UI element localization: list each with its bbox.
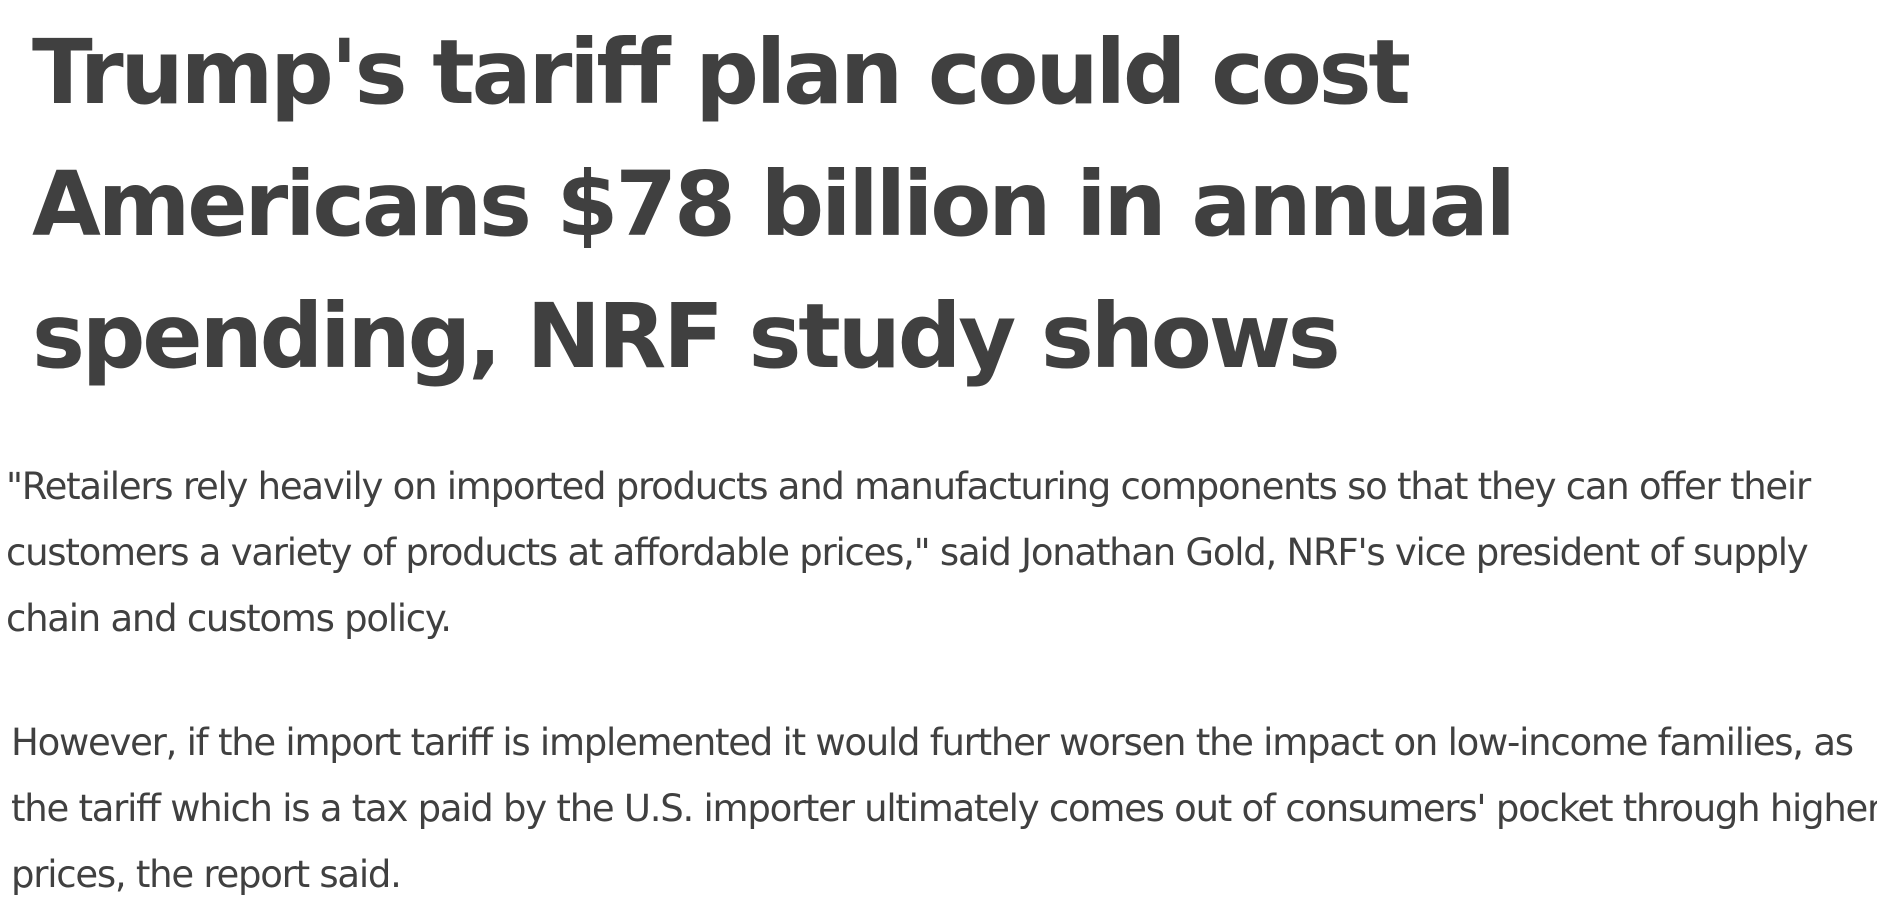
article-paragraph-impact: However, if the import tariff is impleme… [11, 721, 1877, 896]
article-paragraph-quote: "Retailers rely heavily on imported prod… [6, 465, 1811, 640]
article-headline: Trump's tariff plan could cost Americans… [32, 20, 1516, 388]
